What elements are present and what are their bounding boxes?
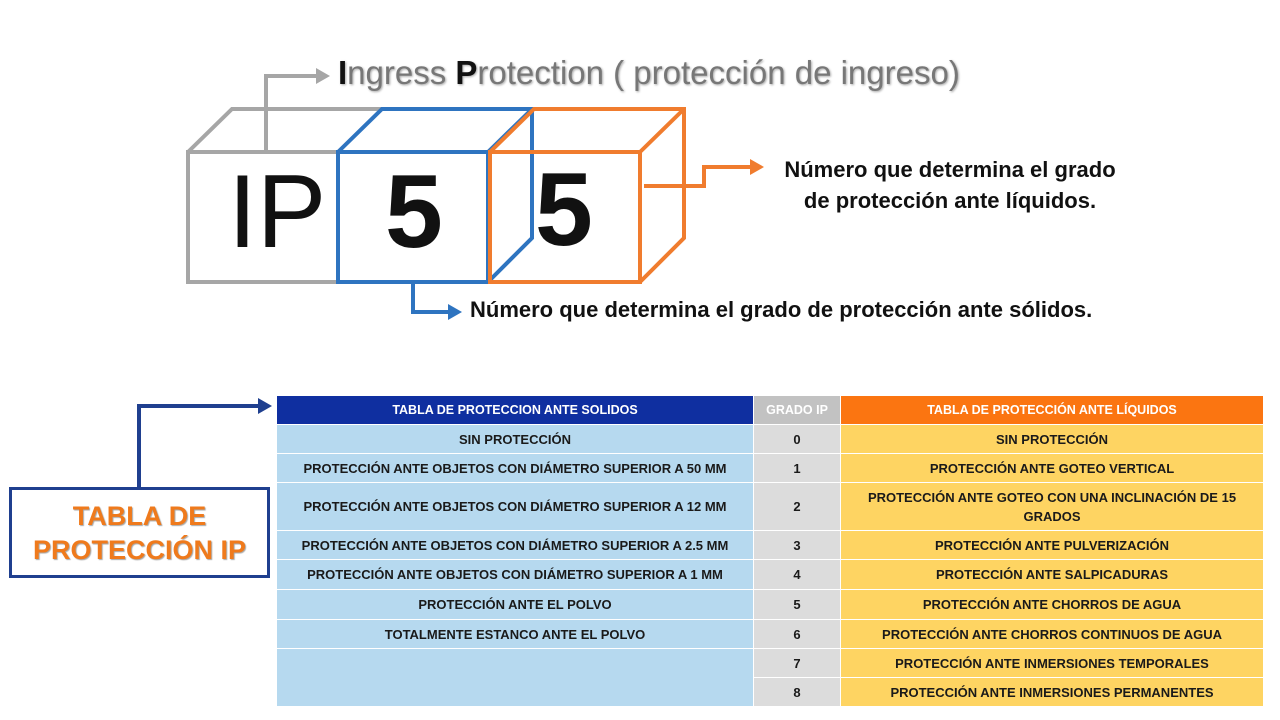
grade-cell: 0	[753, 424, 841, 454]
table-row: PROTECCIÓN ANTE OBJETOS CON DIÁMETRO SUP…	[276, 453, 1264, 483]
solid-cell: PROTECCIÓN ANTE OBJETOS CON DIÁMETRO SUP…	[276, 453, 754, 483]
table-row: PROTECCIÓN ANTE EL POLVO 5 PROTECCIÓN AN…	[276, 589, 1264, 620]
solid-cell: SIN PROTECCIÓN	[276, 424, 754, 454]
grade-cell: 7	[753, 648, 841, 678]
table-row: SIN PROTECCIÓN 0 SIN PROTECCIÓN	[276, 424, 1264, 454]
grade-cell: 5	[753, 589, 841, 620]
solid-cell: PROTECCIÓN ANTE OBJETOS CON DIÁMETRO SUP…	[276, 482, 754, 531]
title-arrow	[264, 68, 330, 152]
grade-cell: 1	[753, 453, 841, 483]
liquids-note-line-2: de protección ante líquidos.	[803, 188, 1097, 213]
liquid-cell: PROTECCIÓN ANTE SALPICADURAS	[840, 559, 1264, 590]
table-row: PROTECCIÓN ANTE OBJETOS CON DIÁMETRO SUP…	[276, 482, 1264, 531]
title-rest-1: ngress	[347, 54, 456, 91]
table-label-line-1: TABLA DE	[72, 500, 207, 531]
grade-cell: 4	[753, 559, 841, 590]
liquid-digit-cube	[488, 107, 686, 284]
liquid-cell: PROTECCIÓN ANTE PULVERIZACIÓN	[840, 530, 1264, 560]
title-rest-2: rotection ( protección de ingreso)	[477, 54, 960, 91]
title-letter-p: P	[455, 54, 478, 91]
grade-cell: 3	[753, 530, 841, 560]
solid-cell: TOTALMENTE ESTANCO ANTE EL POLVO	[276, 619, 754, 649]
table-row: PROTECCIÓN ANTE OBJETOS CON DIÁMETRO SUP…	[276, 559, 1264, 590]
solids-arrow	[411, 284, 462, 320]
table-header-row: TABLA DE PROTECCION ANTE SOLIDOS GRADO I…	[276, 395, 1264, 425]
grade-cell: 2	[753, 482, 841, 531]
grade-cell: 6	[753, 619, 841, 649]
table-row: TOTALMENTE ESTANCO ANTE EL POLVO 6 PROTE…	[276, 619, 1264, 649]
liquids-note-line-1: Número que determina el grado	[784, 157, 1116, 182]
table-label-box: TABLA DE PROTECCIÓN IP	[9, 487, 270, 578]
liquid-cell: PROTECCIÓN ANTE GOTEO CON UNA INCLINACIÓ…	[840, 482, 1264, 531]
header-grade: GRADO IP	[753, 395, 841, 425]
solid-cell: PROTECCIÓN ANTE EL POLVO	[276, 589, 754, 620]
table-row: PROTECCIÓN ANTE OBJETOS CON DIÁMETRO SUP…	[276, 530, 1264, 560]
liquid-cell: SIN PROTECCIÓN	[840, 424, 1264, 454]
table-row: 8 PROTECCIÓN ANTE INMERSIONES PERMANENTE…	[277, 677, 1264, 707]
liquid-cell: PROTECCIÓN ANTE INMERSIONES PERMANENTES	[840, 677, 1264, 707]
solids-note: Número que determina el grado de protecc…	[470, 297, 1093, 322]
table-row: 7 PROTECCIÓN ANTE INMERSIONES TEMPORALES	[276, 648, 1264, 707]
diagram-title: Ingress Protection ( protección de ingre…	[338, 54, 960, 92]
liquids-note: Número que determina el grado de protecc…	[760, 154, 1140, 216]
solid-cell: PROTECCIÓN ANTE OBJETOS CON DIÁMETRO SUP…	[276, 559, 754, 590]
table-label-line-2: PROTECCIÓN IP	[32, 534, 247, 565]
ip-protection-table: TABLA DE PROTECCION ANTE SOLIDOS GRADO I…	[276, 395, 1264, 707]
solid-cell: PROTECCIÓN ANTE OBJETOS CON DIÁMETRO SUP…	[276, 530, 754, 560]
table-label-arrow	[137, 398, 272, 488]
liquid-cell: PROTECCIÓN ANTE CHORROS CONTINUOS DE AGU…	[840, 619, 1264, 649]
title-letter-i: I	[338, 54, 348, 91]
grade-cell: 8	[753, 677, 841, 707]
liquid-digit-text: 5	[535, 152, 593, 268]
solid-cell-empty	[276, 648, 754, 707]
ip-prefix-text: IP	[228, 154, 327, 270]
liquids-arrow	[644, 159, 764, 188]
solid-digit-text: 5	[385, 154, 443, 270]
liquid-cell: PROTECCIÓN ANTE INMERSIONES TEMPORALES	[840, 648, 1264, 678]
liquid-cell: PROTECCIÓN ANTE GOTEO VERTICAL	[840, 453, 1264, 483]
header-solids: TABLA DE PROTECCION ANTE SOLIDOS	[276, 395, 754, 425]
header-liquids: TABLA DE PROTECCIÓN ANTE LÍQUIDOS	[840, 395, 1264, 425]
liquid-cell: PROTECCIÓN ANTE CHORROS DE AGUA	[840, 589, 1264, 620]
